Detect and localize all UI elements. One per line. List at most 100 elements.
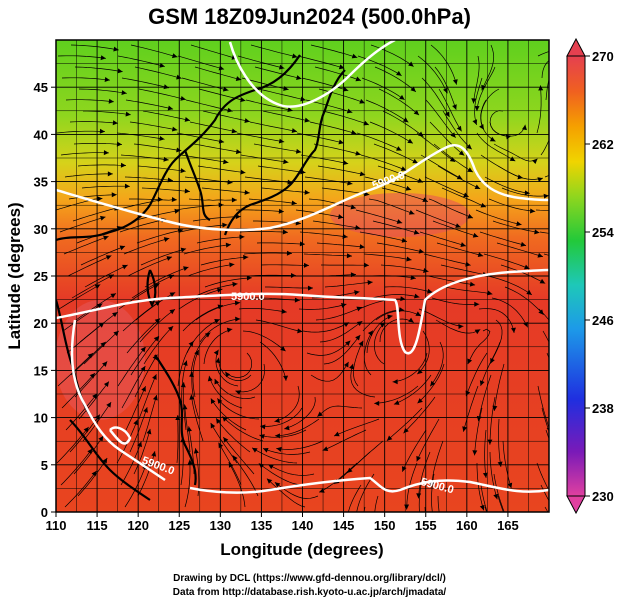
coastline-borneo <box>69 419 151 501</box>
streamline <box>120 154 169 161</box>
streamline <box>540 484 549 502</box>
y-tick-label: 5 <box>41 458 48 473</box>
streamline <box>373 143 419 164</box>
streamline-arrow <box>110 293 116 299</box>
streamline <box>315 306 363 321</box>
streamline <box>57 352 94 387</box>
streamline <box>191 283 238 299</box>
streamline <box>493 143 538 162</box>
streamline-arrow <box>207 375 213 382</box>
streamline-arrow <box>291 200 297 206</box>
streamline <box>538 308 549 321</box>
streamline-arrow <box>97 196 103 202</box>
streamline <box>359 231 408 242</box>
streamline <box>247 274 297 277</box>
streamline-arrow <box>295 148 302 154</box>
streamline <box>73 435 104 475</box>
streamline <box>544 506 549 512</box>
streamline-arrow <box>231 128 237 134</box>
streamline <box>251 447 298 464</box>
streamline-arrow <box>103 381 109 387</box>
streamline <box>124 176 173 181</box>
streamline-arrow <box>467 167 473 173</box>
streamline <box>476 463 485 511</box>
streamline <box>541 60 549 79</box>
streamline-arrow <box>184 117 191 122</box>
streamline <box>480 341 501 387</box>
streamline-arrow <box>532 158 538 165</box>
streamline-arrow <box>159 62 165 68</box>
streamline-arrow <box>427 288 433 294</box>
streamline-arrow <box>521 124 527 131</box>
streamline <box>81 185 130 189</box>
streamline-arrow <box>429 482 435 488</box>
streamline-arrow <box>180 95 186 101</box>
colorbar-top-arrow <box>566 37 586 57</box>
streamline <box>545 78 549 101</box>
streamline-arrow <box>152 374 157 380</box>
streamline-arrow <box>182 360 188 367</box>
streamline-arrow <box>416 455 421 462</box>
streamline <box>202 110 250 122</box>
streamline-arrow <box>216 287 223 293</box>
streamline-arrow <box>593 37 598 42</box>
streamline-arrow <box>87 353 93 359</box>
streamline-arrow <box>98 322 105 328</box>
streamline-arrow <box>204 332 211 338</box>
streamline <box>429 341 444 387</box>
colorbar-tick-label: 246 <box>592 313 614 328</box>
streamline-arrow <box>217 398 223 404</box>
streamline-arrow <box>524 190 530 196</box>
streamline-arrow <box>116 141 122 147</box>
y-tick-label: 30 <box>34 222 48 237</box>
streamline-arrow <box>458 150 465 156</box>
streamline <box>117 55 165 67</box>
streamline-arrow <box>278 64 285 70</box>
colorbar-gradient <box>566 55 586 497</box>
streamline-arrow <box>223 159 229 165</box>
streamline <box>417 363 445 404</box>
streamline-arrow <box>599 247 604 252</box>
streamline-arrow <box>183 266 189 272</box>
streamline <box>480 484 488 512</box>
streamline <box>417 55 448 94</box>
streamline <box>256 242 306 245</box>
streamline <box>182 305 224 332</box>
streamline-arrow <box>141 386 146 392</box>
streamline-arrow <box>414 293 420 299</box>
streamline <box>181 360 188 409</box>
streamline-arrow <box>154 301 161 306</box>
streamline <box>374 385 419 404</box>
streamline-arrow <box>602 172 607 177</box>
streamline-arrow <box>103 235 109 241</box>
streamline <box>70 341 106 376</box>
streamline <box>78 88 127 94</box>
streamline-arrow <box>235 149 242 155</box>
streamline-arrow <box>232 281 238 287</box>
y-axis-label: Latitude (degrees) <box>5 202 24 349</box>
streamline <box>436 242 484 257</box>
streamline-arrow <box>392 379 398 385</box>
streamline-arrow <box>102 457 108 464</box>
streamline <box>360 154 407 171</box>
y-tick-label: 35 <box>34 175 48 190</box>
streamline <box>70 44 119 51</box>
contour-5900 <box>56 40 549 494</box>
streamline-arrow <box>243 254 249 260</box>
streamline <box>384 286 433 293</box>
streamline <box>260 264 310 266</box>
streamline-arrow <box>452 104 457 110</box>
streamline-arrow <box>174 208 180 214</box>
streamline <box>242 330 286 352</box>
streamline-arrow <box>240 97 246 103</box>
streamline <box>501 187 549 197</box>
streamline-arrow <box>482 472 488 478</box>
streamline <box>130 44 178 58</box>
streamline-arrow <box>235 76 242 81</box>
streamline-arrow <box>169 309 175 315</box>
streamline-arrow <box>214 378 220 385</box>
streamline-arrow <box>104 77 110 82</box>
x-tick-label: 115 <box>87 518 108 533</box>
streamline <box>260 407 303 427</box>
streamline <box>198 88 246 102</box>
